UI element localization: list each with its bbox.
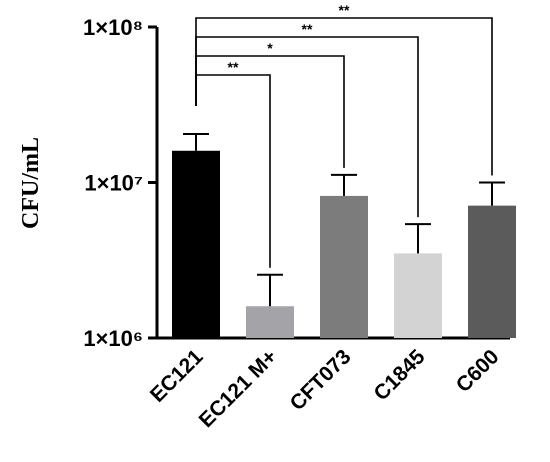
bar <box>468 205 516 338</box>
significance-label: ** <box>228 59 239 75</box>
category-label: EC121 <box>146 345 208 407</box>
y-axis-label: CFU/mL <box>18 137 44 229</box>
y-tick-label: 1×10⁶ <box>83 326 143 351</box>
significance-label: ** <box>339 2 350 18</box>
significance-label: ** <box>302 21 313 37</box>
significance-label: * <box>267 40 273 56</box>
bar <box>394 253 442 338</box>
bar <box>246 306 294 338</box>
category-label: CFT073 <box>286 345 356 415</box>
category-label: C600 <box>452 345 504 397</box>
bar <box>320 195 368 338</box>
y-tick-label: 1×10⁸ <box>83 15 143 40</box>
bar <box>172 150 220 338</box>
category-label: C1845 <box>370 345 430 405</box>
category-label: EC121 M+ <box>195 345 282 432</box>
significance-bracket <box>195 17 493 176</box>
y-tick-label: 1×10⁷ <box>84 171 143 196</box>
